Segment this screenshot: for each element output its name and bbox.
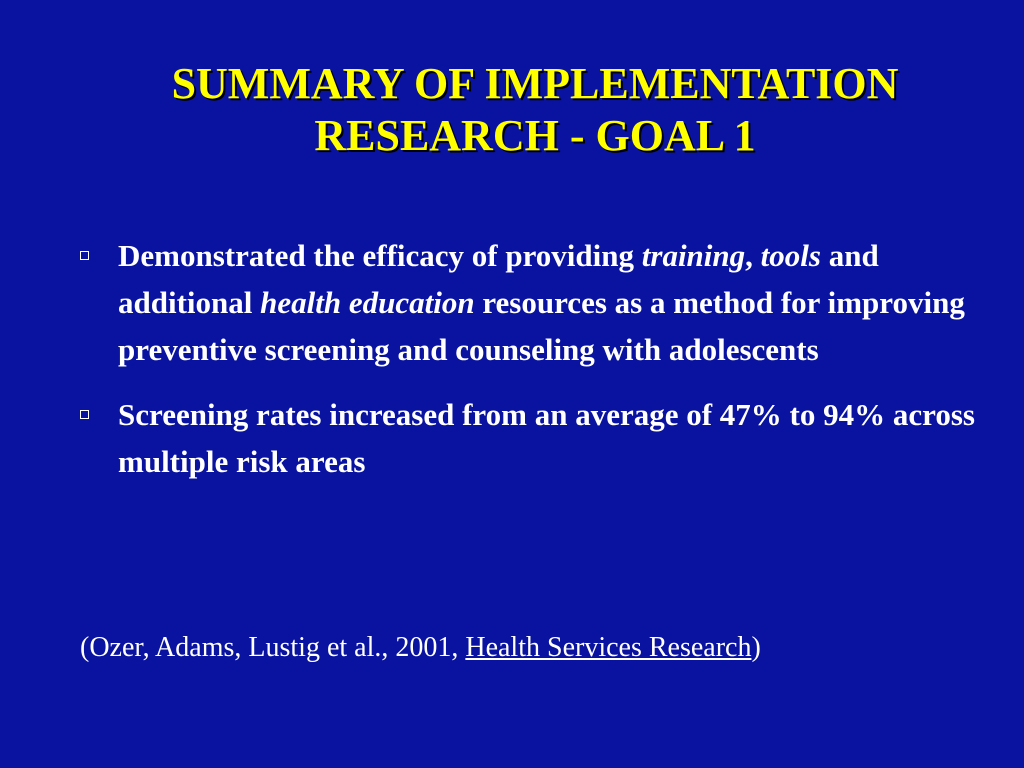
bullet-item-screening-rates: Screening rates increased from an averag… — [80, 391, 1000, 485]
citation: (Ozer, Adams, Lustig et al., 2001, Healt… — [80, 628, 761, 668]
emphasis-training: training — [641, 238, 746, 273]
citation-suffix: ) — [751, 632, 761, 663]
citation-journal-link[interactable]: Health Services Research — [465, 632, 752, 663]
bullet-text-1: Demonstrated the efficacy of providing t… — [118, 238, 965, 367]
hollow-square-bullet-icon — [80, 410, 89, 419]
hollow-square-bullet-icon — [80, 251, 89, 260]
bullet-text-2: Screening rates increased from an averag… — [118, 397, 975, 479]
emphasis-health-education: health education — [260, 285, 475, 320]
citation-prefix: (Ozer, Adams, Lustig et al., 2001, — [80, 632, 466, 663]
emphasis-tools: tools — [760, 238, 821, 273]
bullet-item-efficacy: Demonstrated the efficacy of providing t… — [80, 232, 1000, 373]
title-line-1: SUMMARY OF IMPLEMENTATION — [171, 59, 899, 108]
slide-title: SUMMARY OF IMPLEMENTATION RESEARCH - GOA… — [70, 58, 1000, 162]
title-line-2: RESEARCH - GOAL 1 — [314, 111, 756, 160]
bullet-list: Demonstrated the efficacy of providing t… — [80, 232, 1000, 503]
